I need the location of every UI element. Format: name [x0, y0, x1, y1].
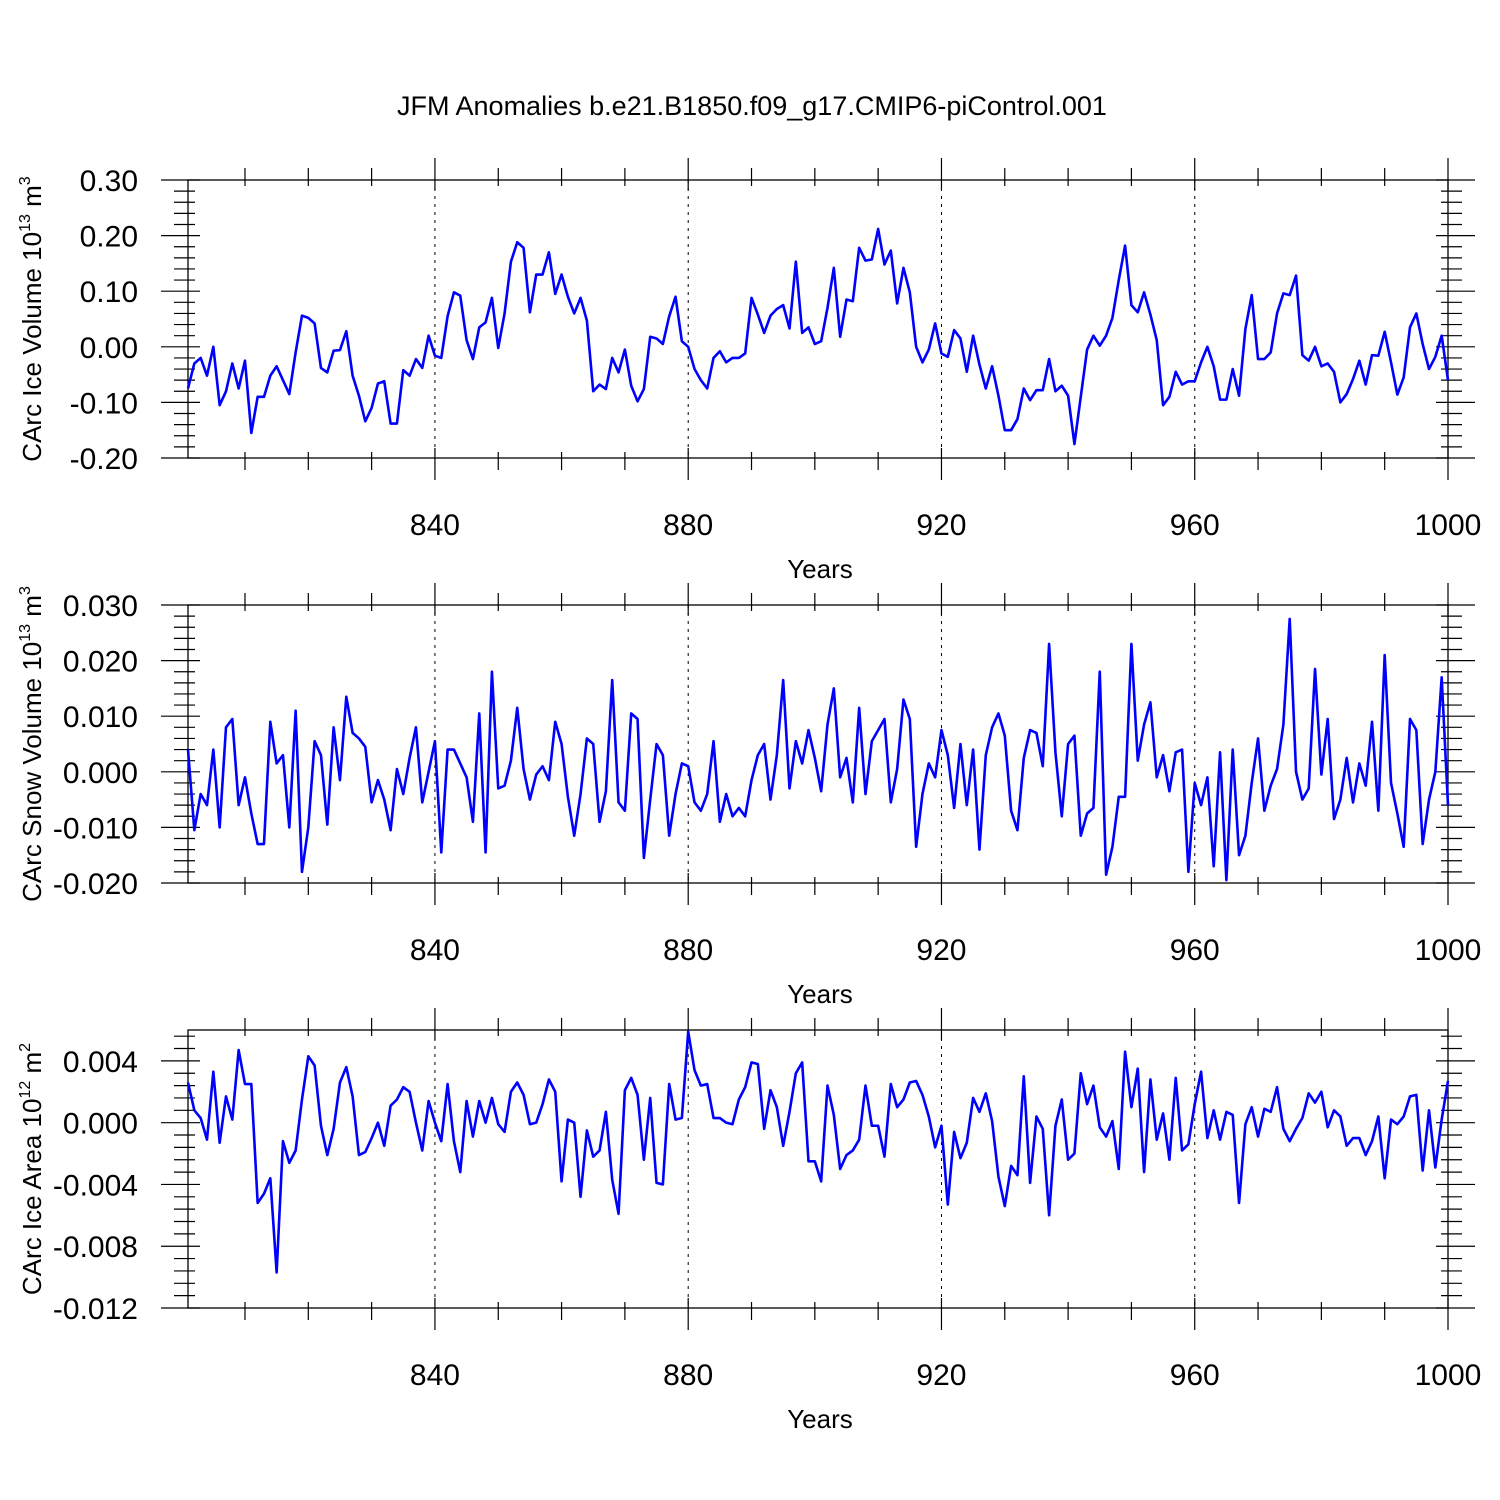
- x-tick-label: 960: [1170, 1359, 1220, 1392]
- plot-frame: [187, 604, 1449, 884]
- y-tick-label: 0.000: [63, 1108, 138, 1141]
- panels: 840 880 920 960 1000 Years -0.20 -0.10 0.00 0.10 0…: [17, 158, 1481, 1434]
- panel-2: 840 880 920 960 1000 Years -0.020 -0.010 0.000 0.…: [17, 583, 1481, 1009]
- y-tick-label: 0.20: [80, 221, 138, 254]
- y-axis-label-unit-exponent: 3: [17, 586, 34, 595]
- y-tick-label: 0.00: [80, 332, 138, 365]
- y-tick-label: -0.20: [70, 443, 138, 476]
- x-tick-label: 880: [663, 509, 713, 542]
- x-tick-label: 840: [410, 509, 460, 542]
- y-tick-label: 0.020: [63, 646, 138, 679]
- x-axis-label: Years: [787, 1404, 853, 1434]
- y-axis-label-exponent: 13: [17, 624, 34, 642]
- x-tick-label: 840: [410, 934, 460, 967]
- x-tick-label: 960: [1170, 934, 1220, 967]
- x-tick-label: 1000: [1415, 1359, 1482, 1392]
- y-axis-label-unit-exponent: 3: [17, 176, 34, 185]
- y-axis-label: CArc Ice Area 1012 m2: [17, 1043, 47, 1295]
- y-tick-label: -0.010: [53, 812, 138, 845]
- y-tick-label: -0.012: [53, 1293, 138, 1326]
- y-tick-label: -0.10: [70, 387, 138, 420]
- y-tick-label: 0.000: [63, 757, 138, 790]
- y-axis-label-unit-exponent: 2: [17, 1043, 34, 1052]
- x-tick-label: 920: [916, 1359, 966, 1392]
- y-tick-label: -0.008: [53, 1231, 138, 1264]
- x-tick-label: 920: [916, 934, 966, 967]
- y-axis-label-main: CArc Snow Volume 10: [17, 642, 47, 902]
- x-tick-label: 840: [410, 1359, 460, 1392]
- x-tick-label: 880: [663, 1359, 713, 1392]
- y-tick-label: -0.004: [53, 1169, 138, 1202]
- x-tick-label: 960: [1170, 509, 1220, 542]
- y-axis-label: CArc Ice Volume 1013 m3: [17, 176, 47, 461]
- y-axis-label-exponent: 13: [17, 214, 34, 232]
- y-tick-label: 0.30: [80, 165, 138, 198]
- panel-1: 840 880 920 960 1000 Years -0.20 -0.10 0.00 0.10 0…: [17, 158, 1481, 584]
- y-axis-label-exponent: 12: [17, 1081, 34, 1099]
- series-line: [186, 1030, 1450, 1274]
- y-axis-label-main: CArc Ice Volume 10: [17, 232, 47, 462]
- series-line: [186, 617, 1450, 882]
- x-tick-label: 880: [663, 934, 713, 967]
- series-line: [186, 227, 1450, 446]
- plot-frame: [187, 1029, 1449, 1309]
- plot-frame: [187, 179, 1449, 459]
- x-tick-label: 920: [916, 509, 966, 542]
- x-tick-label: 1000: [1415, 509, 1482, 542]
- x-axis-label: Years: [787, 554, 853, 584]
- y-axis-label-unit: m: [17, 1052, 47, 1081]
- x-tick-label: 1000: [1415, 934, 1482, 967]
- chart-title: JFM Anomalies b.e21.B1850.f09_g17.CMIP6-…: [397, 91, 1107, 121]
- y-axis-label: CArc Snow Volume 1013 m3: [17, 586, 47, 902]
- y-tick-label: 0.004: [63, 1046, 138, 1079]
- y-tick-label: -0.020: [53, 868, 138, 901]
- y-tick-label: 0.10: [80, 276, 138, 309]
- panel-3: 840 880 920 960 1000 Years -0.012 -0.008 -0.004 0…: [17, 1008, 1481, 1434]
- y-tick-label: 0.010: [63, 701, 138, 734]
- y-tick-label: 0.030: [63, 590, 138, 623]
- y-axis-label-main: CArc Ice Area 10: [17, 1099, 47, 1296]
- y-axis-label-unit: m: [17, 185, 47, 214]
- x-axis-label: Years: [787, 979, 853, 1009]
- y-axis-label-unit: m: [17, 595, 47, 624]
